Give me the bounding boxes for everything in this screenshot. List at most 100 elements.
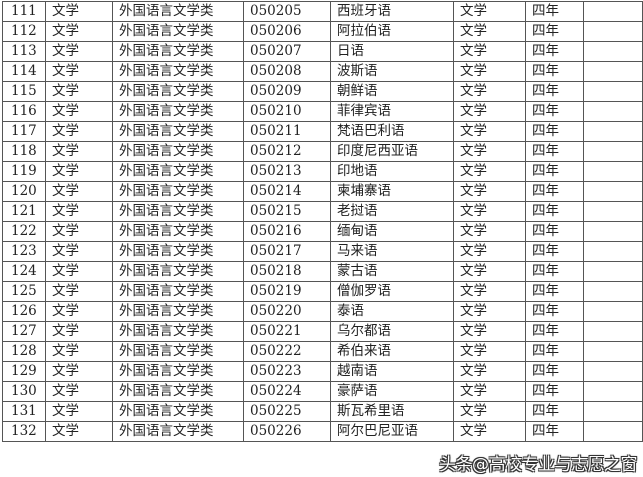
cell-category: 外国语言文学类 xyxy=(112,341,244,362)
cell-row-number: 112 xyxy=(2,21,46,42)
cell-major-name: 柬埔寨语 xyxy=(330,181,454,202)
cell-major-name: 希伯来语 xyxy=(330,341,454,362)
cell-category: 外国语言文学类 xyxy=(112,381,244,402)
cell-major-name: 僧伽罗语 xyxy=(330,281,454,302)
cell-category: 外国语言文学类 xyxy=(112,361,244,382)
cell-discipline: 文学 xyxy=(45,41,113,62)
cell-note xyxy=(583,341,643,362)
cell-degree: 文学 xyxy=(453,181,526,202)
cell-row-number: 120 xyxy=(2,181,46,202)
cell-major-name: 日语 xyxy=(330,41,454,62)
cell-note xyxy=(583,221,643,242)
cell-category: 外国语言文学类 xyxy=(112,61,244,82)
cell-note xyxy=(583,201,643,222)
cell-degree: 文学 xyxy=(453,301,526,322)
cell-duration: 四年 xyxy=(525,201,584,222)
cell-note xyxy=(583,181,643,202)
cell-note xyxy=(583,261,643,282)
cell-discipline: 文学 xyxy=(45,1,113,22)
cell-major-code: 050215 xyxy=(243,201,331,222)
cell-category: 外国语言文学类 xyxy=(112,401,244,422)
cell-degree: 文学 xyxy=(453,361,526,382)
cell-note xyxy=(583,401,643,422)
cell-category: 外国语言文学类 xyxy=(112,321,244,342)
cell-duration: 四年 xyxy=(525,1,584,22)
cell-major-code: 050218 xyxy=(243,261,331,282)
cell-duration: 四年 xyxy=(525,261,584,282)
cell-row-number: 122 xyxy=(2,221,46,242)
cell-category: 外国语言文学类 xyxy=(112,421,244,442)
table-row: 131 文学 外国语言文学类 050225 斯瓦希里语 文学 四年 xyxy=(2,401,643,422)
cell-duration: 四年 xyxy=(525,81,584,102)
cell-major-code: 050212 xyxy=(243,141,331,162)
cell-row-number: 128 xyxy=(2,341,46,362)
table-row: 127 文学 外国语言文学类 050221 乌尔都语 文学 四年 xyxy=(2,321,643,342)
cell-major-code: 050217 xyxy=(243,241,331,262)
cell-category: 外国语言文学类 xyxy=(112,21,244,42)
table-row: 132 文学 外国语言文学类 050226 阿尔巴尼亚语 文学 四年 xyxy=(2,421,643,442)
cell-row-number: 129 xyxy=(2,361,46,382)
cell-note xyxy=(583,241,643,262)
cell-duration: 四年 xyxy=(525,341,584,362)
cell-category: 外国语言文学类 xyxy=(112,281,244,302)
cell-degree: 文学 xyxy=(453,141,526,162)
cell-row-number: 125 xyxy=(2,281,46,302)
cell-category: 外国语言文学类 xyxy=(112,261,244,282)
cell-major-name: 豪萨语 xyxy=(330,381,454,402)
cell-category: 外国语言文学类 xyxy=(112,161,244,182)
cell-major-name: 菲律宾语 xyxy=(330,101,454,122)
cell-degree: 文学 xyxy=(453,41,526,62)
cell-row-number: 116 xyxy=(2,101,46,122)
cell-major-name: 老挝语 xyxy=(330,201,454,222)
cell-duration: 四年 xyxy=(525,181,584,202)
cell-major-code: 050207 xyxy=(243,41,331,62)
cell-duration: 四年 xyxy=(525,41,584,62)
cell-major-name: 马来语 xyxy=(330,241,454,262)
cell-major-name: 朝鲜语 xyxy=(330,81,454,102)
cell-category: 外国语言文学类 xyxy=(112,101,244,122)
cell-duration: 四年 xyxy=(525,361,584,382)
cell-category: 外国语言文学类 xyxy=(112,181,244,202)
cell-discipline: 文学 xyxy=(45,161,113,182)
table-row: 117 文学 外国语言文学类 050211 梵语巴利语 文学 四年 xyxy=(2,121,643,142)
table-row: 126 文学 外国语言文学类 050220 泰语 文学 四年 xyxy=(2,301,643,322)
cell-major-code: 050213 xyxy=(243,161,331,182)
table-row: 116 文学 外国语言文学类 050210 菲律宾语 文学 四年 xyxy=(2,101,643,122)
cell-major-name: 阿拉伯语 xyxy=(330,21,454,42)
cell-duration: 四年 xyxy=(525,421,584,442)
cell-duration: 四年 xyxy=(525,21,584,42)
cell-row-number: 123 xyxy=(2,241,46,262)
table-row: 118 文学 外国语言文学类 050212 印度尼西亚语 文学 四年 xyxy=(2,141,643,162)
cell-degree: 文学 xyxy=(453,381,526,402)
table-row: 130 文学 外国语言文学类 050224 豪萨语 文学 四年 xyxy=(2,381,643,402)
cell-discipline: 文学 xyxy=(45,401,113,422)
cell-degree: 文学 xyxy=(453,261,526,282)
table-row: 123 文学 外国语言文学类 050217 马来语 文学 四年 xyxy=(2,241,643,262)
cell-major-name: 缅甸语 xyxy=(330,221,454,242)
cell-duration: 四年 xyxy=(525,241,584,262)
cell-major-code: 050211 xyxy=(243,121,331,142)
cell-note xyxy=(583,1,643,22)
cell-major-code: 050224 xyxy=(243,381,331,402)
cell-note xyxy=(583,21,643,42)
cell-note xyxy=(583,81,643,102)
cell-major-code: 050222 xyxy=(243,341,331,362)
cell-duration: 四年 xyxy=(525,141,584,162)
cell-duration: 四年 xyxy=(525,381,584,402)
watermark: 头条@高校专业与志愿之窗 xyxy=(439,455,638,475)
cell-category: 外国语言文学类 xyxy=(112,41,244,62)
cell-category: 外国语言文学类 xyxy=(112,141,244,162)
cell-major-code: 050219 xyxy=(243,281,331,302)
cell-duration: 四年 xyxy=(525,401,584,422)
cell-duration: 四年 xyxy=(525,301,584,322)
cell-discipline: 文学 xyxy=(45,361,113,382)
cell-discipline: 文学 xyxy=(45,121,113,142)
table-row: 129 文学 外国语言文学类 050223 越南语 文学 四年 xyxy=(2,361,643,382)
cell-discipline: 文学 xyxy=(45,421,113,442)
table-row: 114 文学 外国语言文学类 050208 波斯语 文学 四年 xyxy=(2,61,643,82)
cell-discipline: 文学 xyxy=(45,81,113,102)
table-row: 124 文学 外国语言文学类 050218 蒙古语 文学 四年 xyxy=(2,261,643,282)
cell-major-name: 波斯语 xyxy=(330,61,454,82)
cell-row-number: 118 xyxy=(2,141,46,162)
cell-note xyxy=(583,301,643,322)
